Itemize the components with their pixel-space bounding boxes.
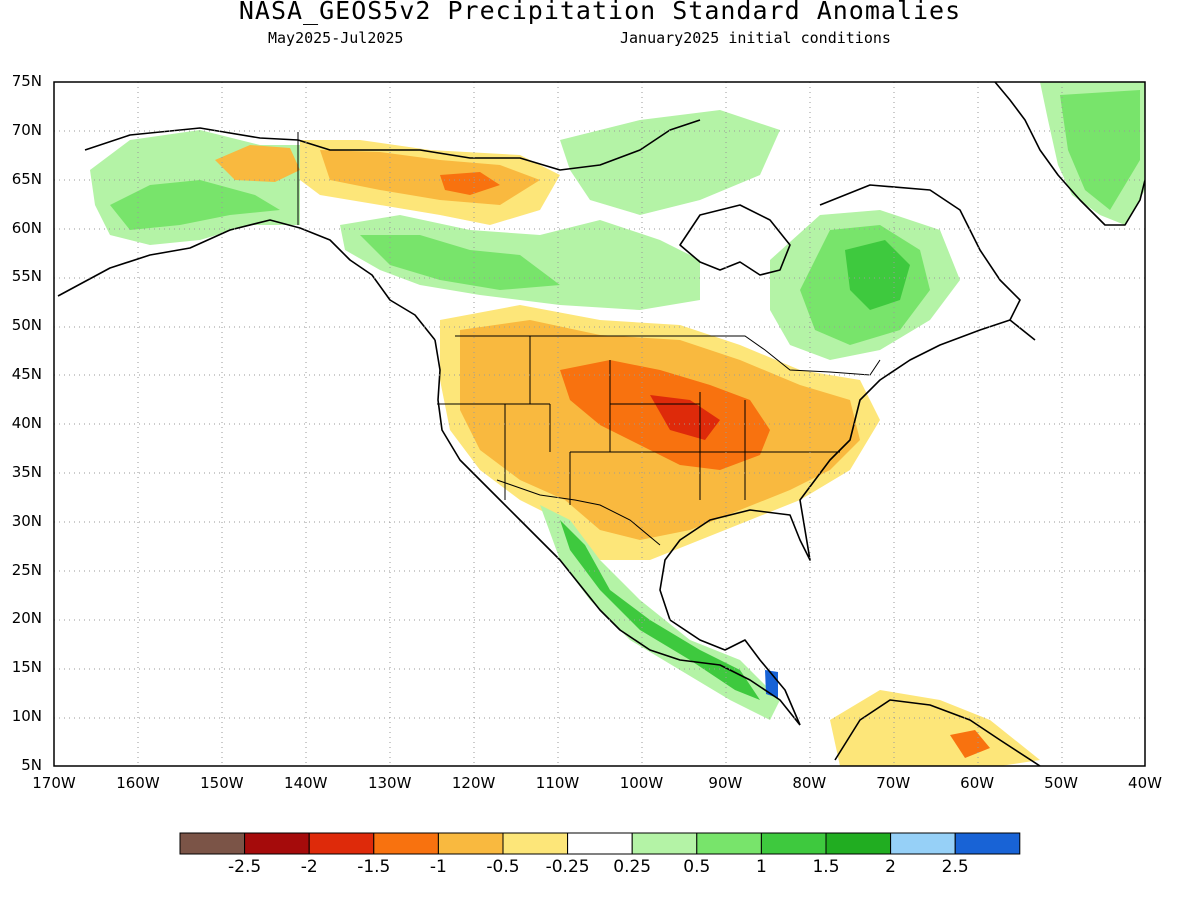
colorbar-tick-label: -2 <box>300 857 318 877</box>
lon-tick-label: 90W <box>708 774 743 792</box>
lon-tick-label: 80W <box>792 774 827 792</box>
forecast-period: May2025-Jul2025 <box>268 29 404 47</box>
border-state-lines <box>437 336 840 505</box>
lon-tick-label: 140W <box>284 774 328 792</box>
lat-tick-label: 10N <box>11 707 42 726</box>
coastline-greenland <box>994 82 1145 226</box>
lat-tick-label: 60N <box>11 218 42 237</box>
colorbar-tick-label: -0.5 <box>486 857 520 877</box>
coastline-alaska-south <box>57 219 436 341</box>
plot-frame <box>53 81 1146 767</box>
anomaly-region-central-canada-wet <box>360 235 560 290</box>
lon-tick-label: 70W <box>876 774 911 792</box>
colorbar-swatch <box>954 832 1021 855</box>
colorbar-tick-label: 1 <box>755 857 767 877</box>
lat-tick-label: 65N <box>11 169 42 188</box>
colorbar-tick-label: 2.5 <box>941 857 969 877</box>
coastline-gulf <box>659 319 1036 726</box>
anomaly-fields <box>90 82 1145 766</box>
colorbar-swatch <box>631 832 698 855</box>
lon-tick-label: 60W <box>960 774 995 792</box>
colorbar-swatch <box>373 832 439 855</box>
colorbar-swatch <box>179 832 246 855</box>
lon-tick-label: 120W <box>451 774 496 792</box>
colorbar-tick-label: -0.25 <box>545 857 590 877</box>
lat-tick-label: 5N <box>21 756 42 774</box>
colorbar-swatch <box>567 832 633 855</box>
lat-tick-label: 50N <box>11 316 42 335</box>
lat-tick-label: 70N <box>11 120 42 139</box>
colorbar-swatch <box>825 832 892 855</box>
initial-conditions: January2025 initial conditions <box>620 29 891 47</box>
anomaly-region-venezuela-dry <box>950 730 990 758</box>
lat-tick-label: 40N <box>11 414 42 432</box>
lon-tick-label: 150W <box>200 774 244 792</box>
colorbar-swatch <box>502 832 569 855</box>
colorbar-swatch <box>760 832 827 855</box>
anomaly-region-nw-canada-core <box>320 150 540 205</box>
colorbar-tick-label: 0.5 <box>683 857 711 877</box>
lat-tick-label: 15N <box>11 658 42 677</box>
colorbar-swatch <box>890 832 956 855</box>
colorbar-tick-label: -1 <box>429 857 447 877</box>
anomaly-region-west-mexico-wet <box>560 520 760 700</box>
lat-tick-label: 30N <box>11 511 42 530</box>
colorbar-tick-label: 0.25 <box>613 857 652 877</box>
lat-tick-label: 55N <box>11 267 42 286</box>
colorbar-tick-label: 2 <box>885 857 896 877</box>
lon-tick-label: 160W <box>116 774 160 792</box>
lon-tick-label: 40W <box>1128 774 1162 792</box>
colorbar-swatch <box>244 832 310 855</box>
colorbar-swatch <box>308 832 375 855</box>
coastline-west-us <box>434 339 801 726</box>
lat-tick-label: 20N <box>11 609 42 628</box>
colorbar-tick-label: -1.5 <box>357 857 391 877</box>
anomaly-region-central-us-max <box>650 395 720 440</box>
lat-tick-label: 35N <box>11 462 42 481</box>
colorbar <box>179 832 1021 855</box>
anomaly-region-alaska-dry <box>215 145 300 182</box>
coastline-south-america <box>834 699 1041 766</box>
colorbar-swatch <box>437 832 504 855</box>
lon-tick-label: 110W <box>535 774 580 792</box>
lon-tick-label: 130W <box>367 774 412 792</box>
graticule <box>54 82 1145 766</box>
anomaly-region-hudson-wet <box>560 110 780 215</box>
colorbar-swatch <box>696 832 762 855</box>
map-title: NASA_GEOS5v2 Precipitation Standard Anom… <box>238 0 962 25</box>
anomaly-region-nw-canada-max <box>440 172 500 195</box>
anomaly-region-alaska-wet <box>110 180 280 230</box>
border-us-mexico <box>496 479 661 546</box>
lon-tick-label: 100W <box>619 774 664 792</box>
lat-tick-label: 75N <box>11 72 42 90</box>
colorbar-tick-label: 1.5 <box>812 857 840 877</box>
lat-tick-label: 25N <box>11 560 42 579</box>
lon-tick-label: 170W <box>32 774 76 792</box>
coastline-labrador <box>819 184 1021 321</box>
lon-tick-label: 50W <box>1044 774 1079 792</box>
colorbar-tick-label: -2.5 <box>228 857 262 877</box>
lat-tick-label: 45N <box>11 365 42 384</box>
coastline-hudson-bay <box>679 204 791 276</box>
